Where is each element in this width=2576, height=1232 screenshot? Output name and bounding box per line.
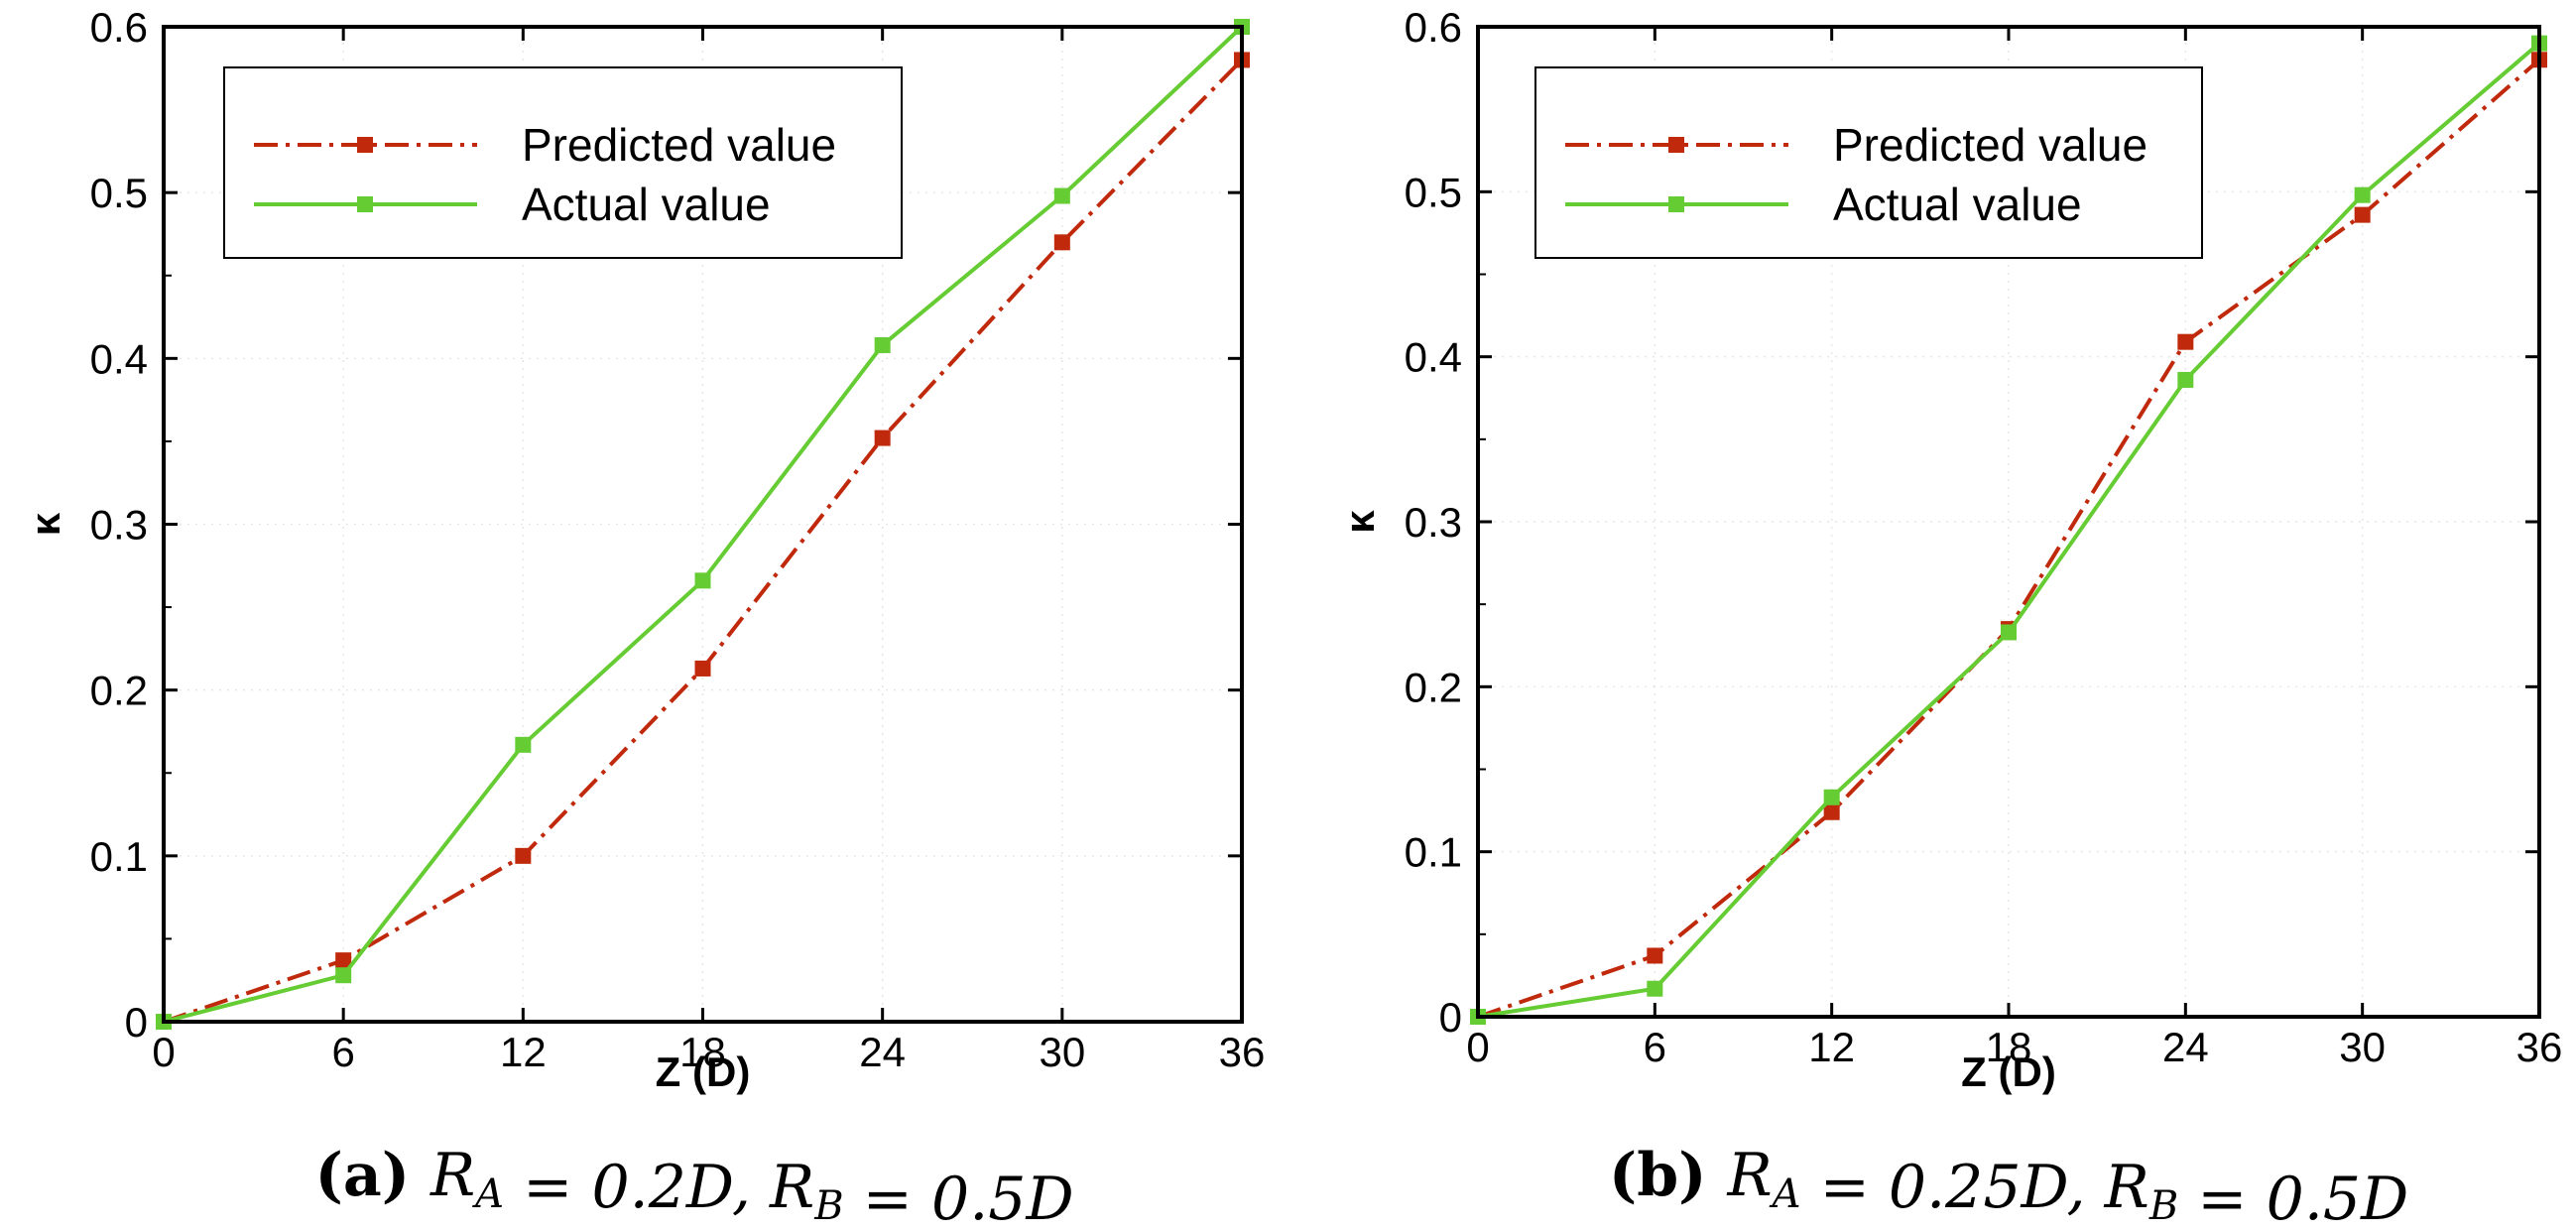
y-tick-label: 0.3 bbox=[90, 502, 148, 549]
legend-marker bbox=[357, 137, 373, 153]
data-point-actual bbox=[515, 736, 532, 753]
y-axis-label: κ bbox=[22, 512, 68, 536]
data-point-predicted bbox=[694, 660, 711, 677]
legend-marker bbox=[1668, 137, 1684, 153]
x-tick-label: 24 bbox=[859, 1029, 906, 1075]
legend: Predicted value Actual value bbox=[1534, 66, 2203, 259]
data-point-actual bbox=[1823, 789, 1840, 805]
x-tick-label: 12 bbox=[500, 1029, 547, 1075]
x-tick-label: 6 bbox=[1644, 1024, 1666, 1070]
data-point-actual bbox=[874, 336, 891, 353]
legend-box bbox=[223, 66, 903, 259]
x-tick-label: 18 bbox=[1986, 1024, 2032, 1070]
data-point-predicted bbox=[515, 847, 532, 864]
legend-label-actual: Actual value bbox=[522, 179, 771, 230]
data-point-actual bbox=[1053, 187, 1070, 204]
plot-frame bbox=[1476, 25, 2541, 1019]
y-tick-label: 0.1 bbox=[1405, 829, 1462, 876]
data-point-actual bbox=[2001, 624, 2017, 641]
y-tick-label: 0.4 bbox=[90, 335, 148, 382]
data-point-predicted bbox=[1053, 234, 1070, 251]
y-tick-label: 0.6 bbox=[1405, 4, 1462, 51]
data-point-actual bbox=[335, 967, 352, 984]
y-tick-label: 0.2 bbox=[90, 668, 148, 714]
x-tick-label: 36 bbox=[1219, 1029, 1266, 1075]
chart-panel-a: 0 0.1 0.2 0.3 0.4 0.5 0.6 0 6 12 18 24 30 36 Z (D) κ Pre… bbox=[22, 4, 1265, 1232]
data-point-actual bbox=[2354, 186, 2371, 203]
legend-label-predicted: Predicted value bbox=[522, 119, 836, 171]
panel-caption: (b) RA = 0.25D, RB = 0.5D bbox=[1609, 1141, 2408, 1232]
x-tick-label: 0 bbox=[1466, 1024, 1489, 1070]
data-point-predicted bbox=[1647, 947, 1663, 964]
y-tick-label: 0.5 bbox=[90, 170, 148, 216]
plot-frame bbox=[162, 25, 1244, 1024]
legend: Predicted value Actual value bbox=[223, 66, 903, 259]
y-tick-label: 0.2 bbox=[1405, 664, 1462, 710]
y-tick-label: 0.4 bbox=[1405, 334, 1462, 381]
x-tick-label: 30 bbox=[2339, 1024, 2386, 1070]
y-tick-label: 0.5 bbox=[1405, 169, 1462, 215]
y-tick-label: 0.3 bbox=[1405, 499, 1462, 546]
legend-marker bbox=[357, 196, 373, 212]
y-tick-label: 0 bbox=[1439, 994, 1462, 1041]
data-point-predicted bbox=[1823, 803, 1840, 820]
x-axis-label: Z (D) bbox=[1961, 1048, 2056, 1095]
data-point-predicted bbox=[2354, 206, 2371, 223]
x-tick-label: 0 bbox=[152, 1029, 175, 1075]
data-point-predicted bbox=[2177, 333, 2194, 350]
panel-caption: (a) RA = 0.2D, RB = 0.5D bbox=[314, 1141, 1073, 1232]
y-axis-label: κ bbox=[1336, 510, 1383, 534]
x-tick-label: 30 bbox=[1039, 1029, 1085, 1075]
chart-panel-b: 0 0.1 0.2 0.3 0.4 0.5 0.6 0 6 12 18 24 30 36 Z (D) κ Pre… bbox=[1336, 4, 2562, 1232]
x-axis-label: Z (D) bbox=[656, 1048, 751, 1095]
data-point-actual bbox=[694, 572, 711, 589]
legend-marker bbox=[1668, 196, 1684, 212]
data-point-predicted bbox=[335, 952, 352, 969]
x-tick-label: 24 bbox=[2162, 1024, 2209, 1070]
legend-box bbox=[1534, 66, 2203, 259]
x-tick-label: 18 bbox=[679, 1029, 726, 1075]
data-point-actual bbox=[1647, 980, 1663, 997]
x-tick-label: 12 bbox=[1808, 1024, 1855, 1070]
legend-label-predicted: Predicted value bbox=[1833, 119, 2147, 171]
legend-label-actual: Actual value bbox=[1833, 179, 2082, 230]
y-tick-label: 0.1 bbox=[90, 833, 148, 880]
x-tick-label: 6 bbox=[331, 1029, 354, 1075]
data-point-actual bbox=[2177, 371, 2194, 388]
data-point-predicted bbox=[874, 430, 891, 446]
y-tick-label: 0 bbox=[125, 999, 148, 1046]
x-tick-label: 36 bbox=[2516, 1024, 2563, 1070]
y-tick-label: 0.6 bbox=[90, 4, 148, 51]
